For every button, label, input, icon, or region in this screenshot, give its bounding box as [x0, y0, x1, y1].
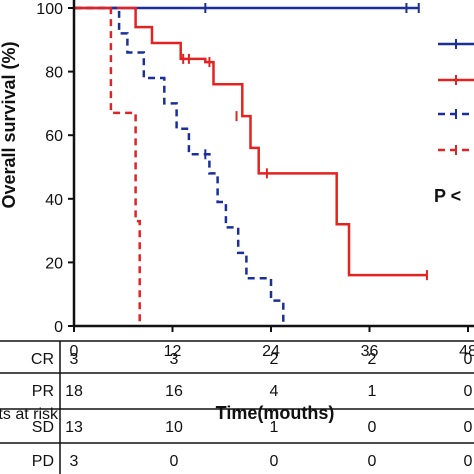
- y-tick-label: 60: [45, 128, 63, 145]
- risk-cell-value: 3: [70, 351, 79, 368]
- risk-cell-value: 0: [270, 453, 279, 470]
- risk-cell-value: 0: [368, 453, 377, 470]
- x-tick-label: 12: [164, 343, 182, 360]
- risk-row-label: SD: [32, 419, 54, 436]
- legend: [438, 39, 474, 155]
- risk-table: Patients at risk CR33220PR1816410SD13101…: [0, 340, 474, 474]
- risk-cell-value: 3: [170, 351, 179, 368]
- risk-cell-value: 13: [65, 419, 83, 436]
- km-curve-pr: [74, 6, 427, 277]
- km-curve-sd: [74, 6, 285, 326]
- risk-cell-value: 0: [464, 419, 473, 436]
- y-tick-label: 20: [45, 255, 63, 272]
- risk-cell-value: 10: [165, 419, 183, 436]
- x-tick-label: 36: [361, 343, 379, 360]
- x-tick-label: 48: [459, 343, 474, 360]
- risk-cell-value: 0: [368, 419, 377, 436]
- y-axis-title: Overall survival (%): [0, 41, 19, 208]
- x-tick-label: 0: [70, 343, 79, 360]
- risk-cell-value: 0: [464, 351, 473, 368]
- x-axis: 0 12 24 36 48: [70, 324, 474, 360]
- y-tick-label: 40: [45, 192, 63, 209]
- risk-cell-value: 1: [270, 419, 279, 436]
- risk-cell-value: 0: [464, 453, 473, 470]
- risk-cell-value: 18: [65, 383, 83, 400]
- km-curve-pd: [74, 6, 141, 326]
- plot-area: [74, 3, 428, 326]
- y-tick-label: 0: [54, 319, 63, 336]
- risk-row-label: PR: [32, 383, 54, 400]
- risk-cell-value: 0: [464, 383, 473, 400]
- y-tick-label: 100: [36, 1, 63, 18]
- risk-row-label: CR: [31, 351, 54, 368]
- y-tick-label: 80: [45, 65, 63, 82]
- x-axis-title: Time(mouths): [216, 403, 335, 423]
- risk-cell-value: 16: [165, 383, 183, 400]
- p-value-text: P <: [434, 186, 461, 206]
- y-axis: 0 20 40 60 80 100: [36, 0, 76, 336]
- risk-cell-value: 4: [270, 383, 279, 400]
- x-tick-label: 24: [262, 343, 280, 360]
- risk-cell-value: 2: [368, 351, 377, 368]
- risk-cell-value: 2: [270, 351, 279, 368]
- risk-cell-value: 0: [170, 453, 179, 470]
- risk-row-label: PD: [32, 453, 54, 470]
- risk-table-title: Patients at risk: [0, 406, 59, 423]
- risk-cell-value: 1: [368, 383, 377, 400]
- risk-cell-value: 3: [70, 453, 79, 470]
